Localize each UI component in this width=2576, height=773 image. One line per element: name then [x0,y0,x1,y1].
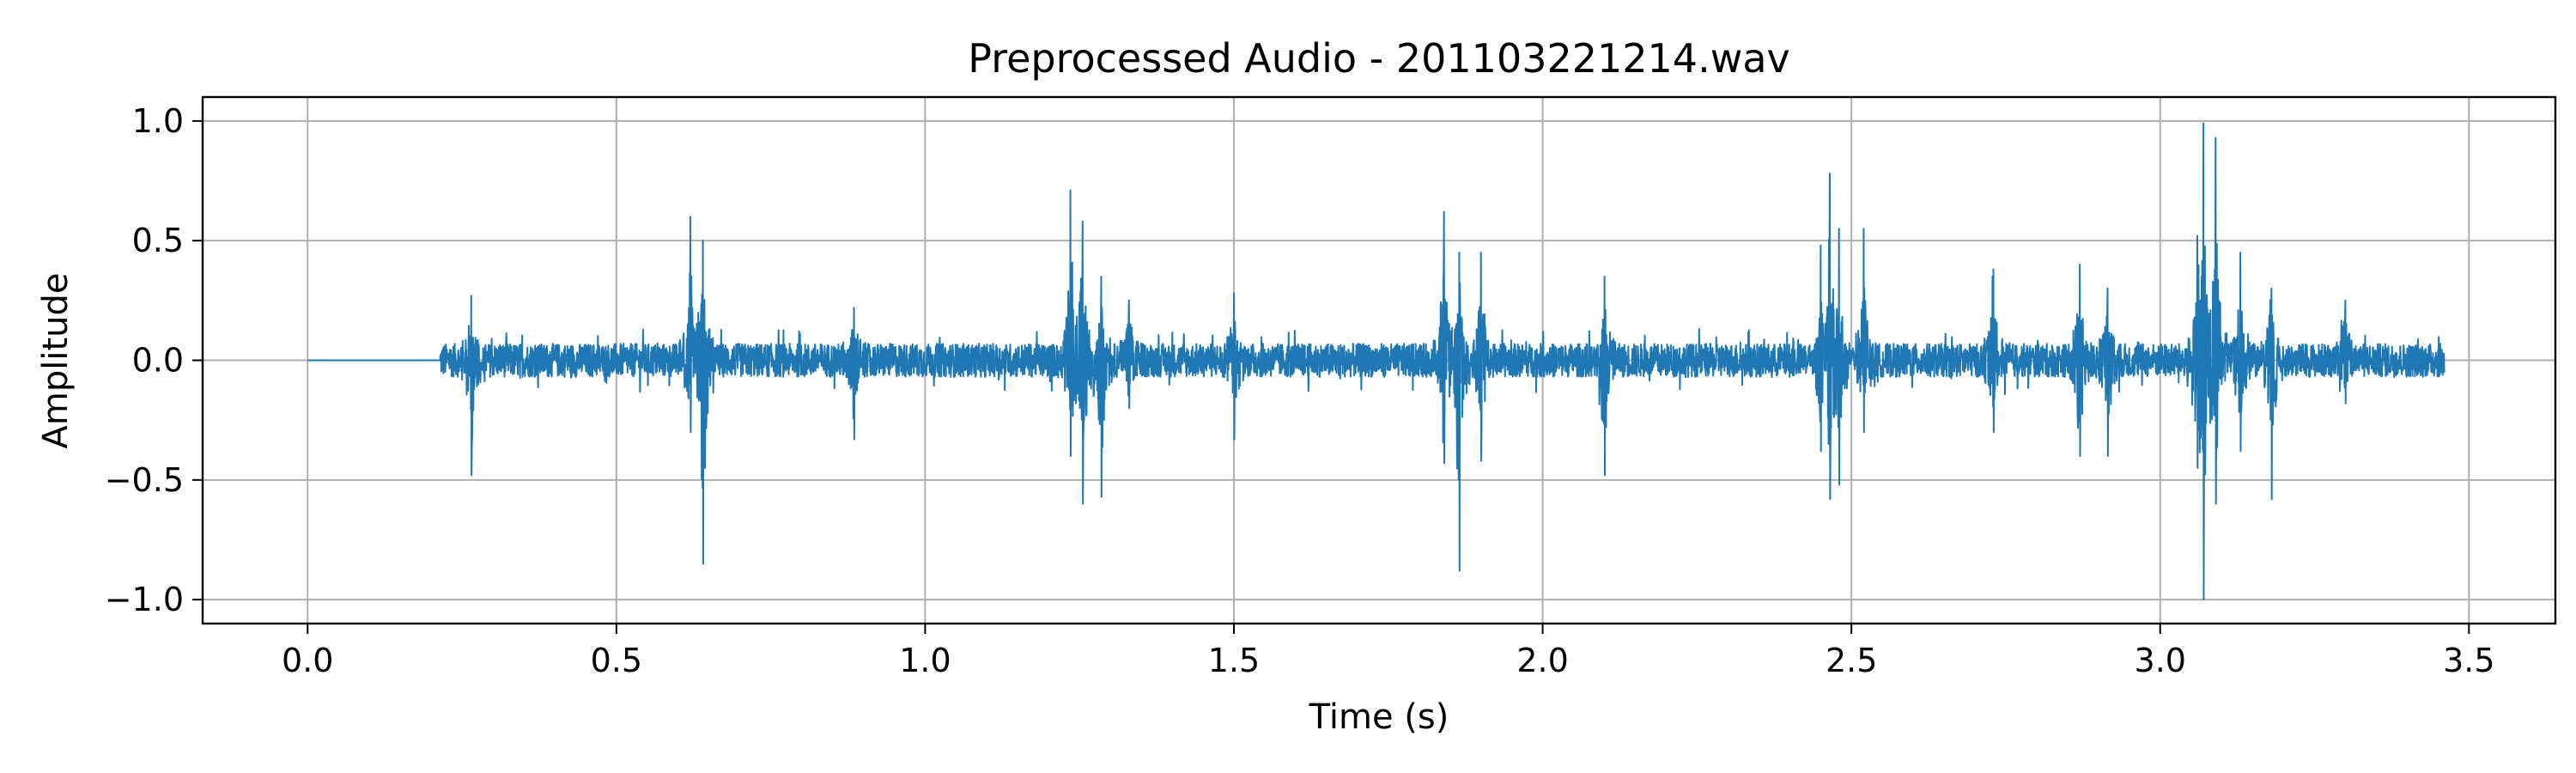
y-tick-label: 0.5 [132,222,184,259]
y-axis-label: Amplitude [36,273,76,449]
y-tick-label: 0.0 [132,342,184,380]
x-tick-label: 1.0 [899,642,951,679]
series-layer [307,122,2445,601]
chart-title: Preprocessed Audio - 201103221214.wav [968,35,1789,82]
x-tick-label: 2.5 [1826,642,1877,679]
x-axis-label: Time (s) [1309,697,1449,737]
x-tick-label: 0.5 [591,642,642,679]
y-tick-label: 1.0 [132,102,184,140]
x-tick-label: 0.0 [282,642,333,679]
y-tick-label: −0.5 [105,461,184,499]
x-tick-label: 3.5 [2443,642,2494,679]
y-tick-label: −1.0 [105,581,184,618]
waveform-line [307,122,2445,601]
x-tick-label: 3.0 [2135,642,2186,679]
x-tick-label: 2.0 [1516,642,1568,679]
ticks: 0.0 0.5 1.0 1.5 2.0 2.5 3.0 3.5 1.0 0.5 0.0 −0.5 −1.… [105,102,2495,679]
x-tick-label: 1.5 [1208,642,1260,679]
